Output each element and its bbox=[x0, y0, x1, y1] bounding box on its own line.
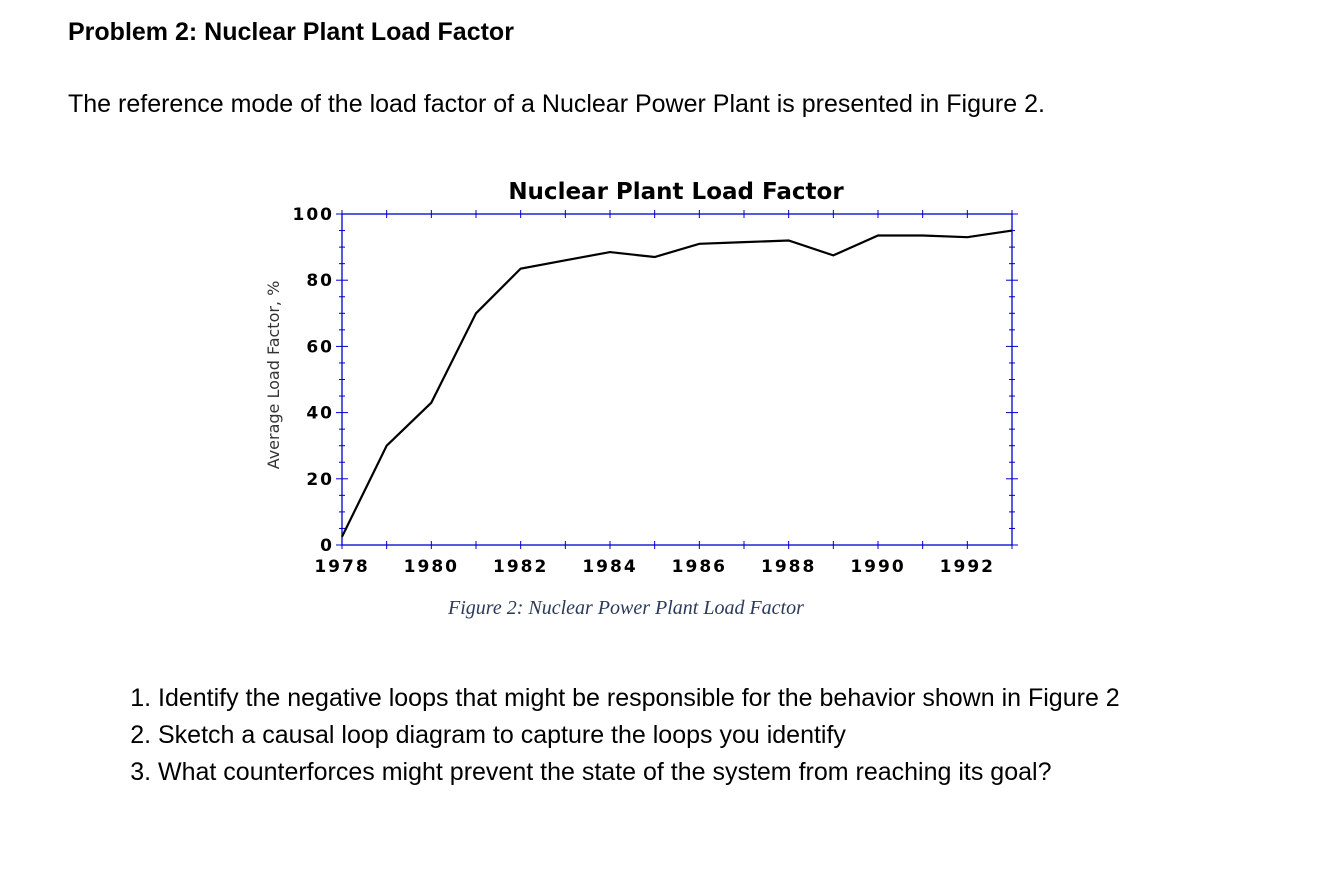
y-tick-label: 80 bbox=[306, 271, 334, 291]
y-tick-label: 100 bbox=[293, 205, 335, 225]
x-tick-label: 1986 bbox=[672, 557, 727, 577]
load-factor-chart: Nuclear Plant Load Factor Average Load F… bbox=[264, 179, 1018, 577]
x-tick-label: 1978 bbox=[314, 557, 369, 577]
problem-heading: Problem 2: Nuclear Plant Load Factor bbox=[68, 18, 514, 46]
x-tick-label: 1984 bbox=[582, 557, 637, 577]
question-list: Identify the negative loops that might b… bbox=[112, 680, 1120, 791]
y-tick-label: 20 bbox=[306, 470, 334, 490]
x-tick-label: 1990 bbox=[850, 557, 905, 577]
y-tick-label: 60 bbox=[306, 337, 334, 357]
y-axis-label: Average Load Factor, % bbox=[264, 281, 283, 470]
y-tick-label: 40 bbox=[306, 404, 334, 424]
x-tick-label: 1988 bbox=[761, 557, 816, 577]
x-tick-label: 1982 bbox=[493, 557, 548, 577]
question-item: Sketch a causal loop diagram to capture … bbox=[158, 717, 1120, 754]
question-item: What counterforces might prevent the sta… bbox=[158, 754, 1120, 791]
x-tick-label: 1992 bbox=[940, 557, 995, 577]
x-tick-label: 1980 bbox=[404, 557, 459, 577]
figure-caption: Figure 2: Nuclear Power Plant Load Facto… bbox=[448, 597, 804, 619]
chart-title: Nuclear Plant Load Factor bbox=[508, 179, 844, 205]
intro-text: The reference mode of the load factor of… bbox=[68, 90, 1045, 118]
series-line bbox=[341, 229, 1013, 538]
question-item: Identify the negative loops that might b… bbox=[158, 680, 1120, 717]
y-tick-label: 0 bbox=[320, 536, 334, 556]
